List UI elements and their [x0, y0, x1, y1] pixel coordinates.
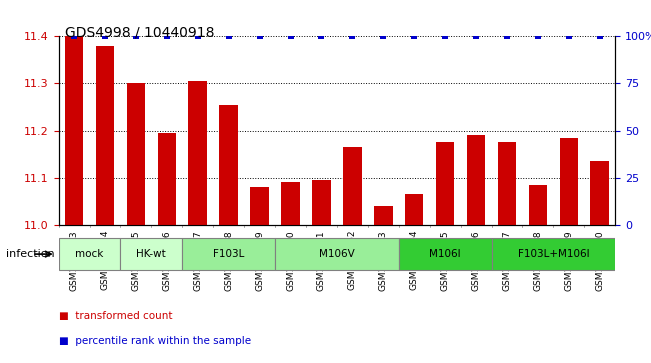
Point [285, 33, 296, 39]
Point [161, 33, 172, 39]
Point [100, 33, 110, 39]
Text: ■  percentile rank within the sample: ■ percentile rank within the sample [59, 336, 251, 346]
Text: M106I: M106I [429, 249, 461, 259]
Point [316, 33, 327, 39]
Bar [96, 46, 115, 225]
Bar [250, 187, 269, 225]
Point [409, 33, 419, 39]
Point [440, 33, 450, 39]
Point [131, 33, 141, 39]
Bar [497, 143, 516, 225]
Bar [281, 182, 299, 225]
Point [255, 33, 265, 39]
Bar [467, 135, 485, 225]
Point [533, 33, 543, 39]
Bar [529, 185, 547, 225]
Bar [590, 162, 609, 225]
Point [223, 33, 234, 39]
Point [69, 33, 79, 39]
Bar [405, 195, 423, 225]
Bar [436, 143, 454, 225]
Bar [219, 105, 238, 225]
Bar [189, 81, 207, 225]
Bar [374, 206, 393, 225]
Point [564, 33, 574, 39]
FancyBboxPatch shape [492, 238, 615, 270]
Text: infection: infection [6, 249, 55, 259]
Text: mock: mock [76, 249, 104, 259]
Text: F103L+M106I: F103L+M106I [518, 249, 589, 259]
Text: HK-wt: HK-wt [137, 249, 166, 259]
Point [378, 33, 389, 39]
Point [193, 33, 203, 39]
FancyBboxPatch shape [398, 238, 492, 270]
Point [347, 33, 357, 39]
Text: GDS4998 / 10440918: GDS4998 / 10440918 [65, 25, 215, 40]
Point [471, 33, 481, 39]
Bar [126, 83, 145, 225]
FancyBboxPatch shape [120, 238, 182, 270]
Point [502, 33, 512, 39]
Bar [343, 147, 361, 225]
Text: F103L: F103L [213, 249, 244, 259]
Point [594, 33, 605, 39]
FancyBboxPatch shape [275, 238, 398, 270]
FancyBboxPatch shape [59, 238, 120, 270]
Text: ■  transformed count: ■ transformed count [59, 311, 172, 321]
Bar [65, 36, 83, 225]
Text: M106V: M106V [319, 249, 355, 259]
FancyBboxPatch shape [182, 238, 275, 270]
Bar [312, 180, 331, 225]
Bar [559, 138, 578, 225]
Bar [158, 133, 176, 225]
